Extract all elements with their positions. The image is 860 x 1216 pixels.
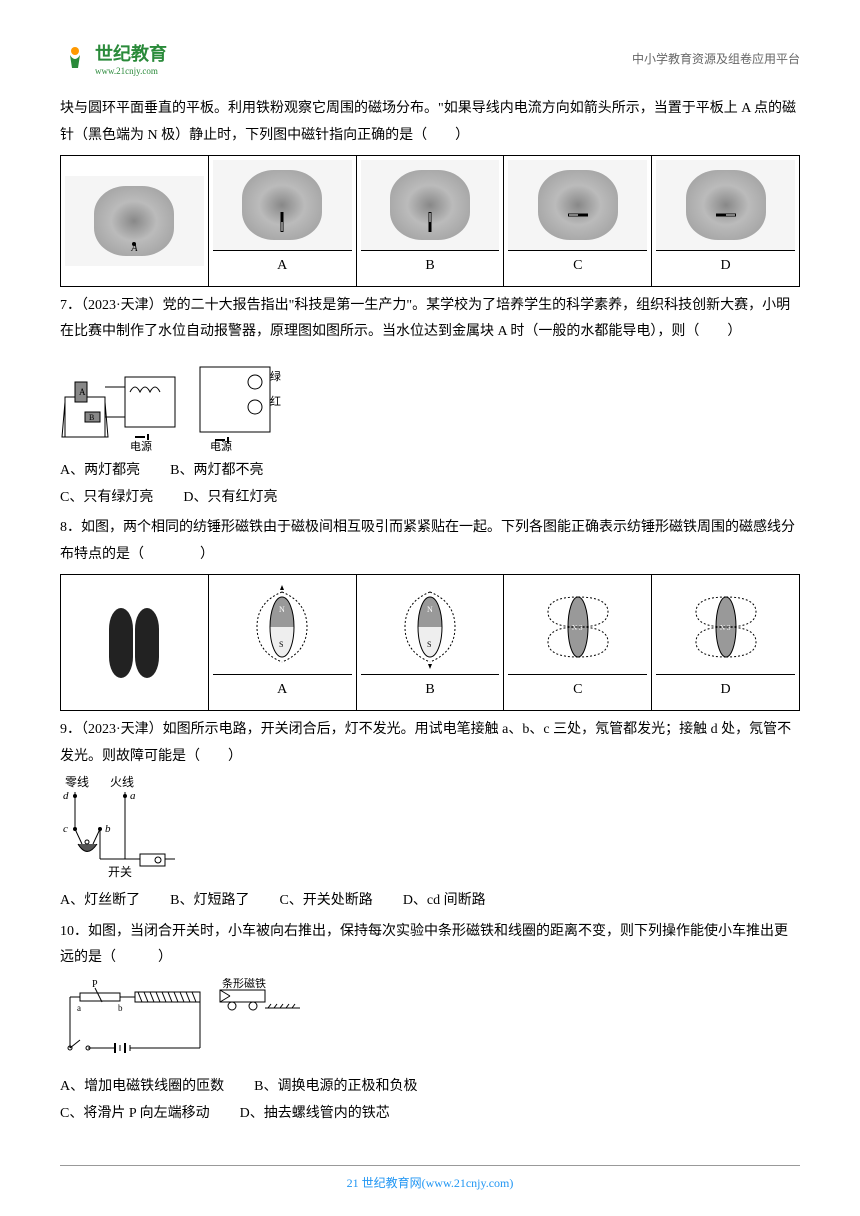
q7-source1-label: 电源 (130, 439, 152, 452)
header-right-text: 中小学教育资源及组卷应用平台 (632, 50, 800, 67)
svg-text:N S: N S (720, 624, 731, 632)
q7-option-b: B、两灯都不亮 (170, 458, 263, 485)
q7-option-a: A、两灯都亮 (60, 458, 140, 485)
q10-circuit-diagram: P a b 条形磁铁 (60, 978, 340, 1068)
svg-text:P: P (92, 979, 98, 990)
q7-source2-label: 电源 (210, 439, 232, 452)
q7-circuit-diagram: A B 电源 绿 红 电源 (60, 352, 300, 452)
option-label-a: A (213, 250, 352, 282)
svg-text:a: a (77, 1003, 81, 1013)
q10-option-a: A、增加电磁铁线圈的匝数 (60, 1074, 224, 1101)
question-intro: 块与圆环平面垂直的平板。利用铁粉观察它周围的磁场分布。"如果导线内电流方向如箭头… (60, 96, 800, 149)
q8-reference-icon (65, 595, 204, 690)
q9-circuit-diagram: 零线 火线 d a c b 开关 (60, 774, 200, 884)
q9-option-d: D、cd 间断路 (403, 888, 486, 915)
document-content: 块与圆环平面垂直的平板。利用铁粉观察它周围的磁场分布。"如果导线内电流方向如箭头… (60, 96, 800, 1127)
svg-text:S: S (427, 640, 431, 649)
q8-label-c: C (508, 674, 647, 706)
q10-options: A、增加电磁铁线圈的匝数 B、调换电源的正极和负极 C、将滑片 P 向左端移动 … (60, 1074, 800, 1127)
q7-red-label: 红 (270, 395, 281, 408)
q9-option-b: B、灯短路了 (170, 888, 249, 915)
q7-option-d: D、只有红灯亮 (183, 485, 277, 512)
q10-option-c: C、将滑片 P 向左端移动 (60, 1101, 210, 1128)
q9-zero-label: 零线 (65, 775, 89, 789)
page-header: 世纪教育 www.21cnjy.com 中小学教育资源及组卷应用平台 (60, 40, 800, 76)
question-8-text: 8．如图，两个相同的纺锤形磁铁由于磁极间相互吸引而紧紧贴在一起。下列各图能正确表… (60, 515, 800, 568)
q8-option-a-icon: NS (213, 579, 352, 674)
option-label-d: D (656, 250, 795, 282)
coil-option-c-icon (538, 170, 618, 240)
q9-options: A、灯丝断了 B、灯短路了 C、开关处断路 D、cd 间断路 (60, 888, 800, 915)
figure-row-2: NS A NS B N S C N S D (60, 574, 800, 711)
svg-text:N S: N S (572, 624, 583, 632)
q10-option-d: D、抽去螺线管内的铁芯 (240, 1101, 390, 1128)
q10-option-b: B、调换电源的正极和负极 (254, 1074, 417, 1101)
q9-switch-label: 开关 (108, 865, 132, 879)
svg-text:B: B (89, 413, 94, 422)
question-10-text: 10．如图，当闭合开关时，小车被向右推出，保持每次实验中条形磁铁和线圈的距离不变… (60, 919, 800, 972)
figure-row-1: A A B C D (60, 155, 800, 287)
q8-option-b-icon: NS (361, 579, 500, 674)
q7-option-c: C、只有绿灯亮 (60, 485, 153, 512)
option-label-c: C (508, 250, 647, 282)
option-label-b: B (361, 250, 500, 282)
q8-label-d: D (656, 674, 795, 706)
q9-option-a: A、灯丝断了 (60, 888, 140, 915)
svg-text:N: N (279, 605, 285, 614)
logo-subtitle: www.21cnjy.com (95, 66, 167, 76)
q7-green-label: 绿 (270, 369, 281, 383)
q10-magnet-label: 条形磁铁 (222, 978, 266, 990)
footer-text: 21 世纪教育网(www.21cnjy.com) (347, 1176, 514, 1190)
svg-text:N: N (427, 605, 433, 614)
coil-option-b-icon (390, 170, 470, 240)
q8-label-a: A (213, 674, 352, 706)
q8-option-c-icon: N S (508, 579, 647, 674)
q9-option-c: C、开关处断路 (279, 888, 372, 915)
svg-text:c: c (63, 823, 68, 835)
q7-options: A、两灯都亮 B、两灯都不亮 C、只有绿灯亮 D、只有红灯亮 (60, 458, 800, 511)
svg-text:a: a (130, 790, 136, 802)
q9-fire-label: 火线 (110, 775, 134, 789)
question-9-text: 9．（2023·天津）如图所示电路，开关闭合后，灯不发光。用试电笔接触 a、b、… (60, 717, 800, 770)
svg-text:S: S (279, 640, 283, 649)
svg-text:b: b (105, 823, 111, 835)
svg-text:b: b (118, 1003, 123, 1013)
coil-option-a-icon (242, 170, 322, 240)
logo-text: 世纪教育 (95, 40, 167, 66)
svg-text:d: d (63, 790, 69, 802)
q8-label-b: B (361, 674, 500, 706)
page-footer: 21 世纪教育网(www.21cnjy.com) (60, 1165, 800, 1191)
question-7-text: 7．（2023·天津）党的二十大报告指出"科技是第一生产力"。某学校为了培养学生… (60, 293, 800, 346)
q8-option-d-icon: N S (656, 579, 795, 674)
coil-option-d-icon (686, 170, 766, 240)
logo: 世纪教育 www.21cnjy.com (60, 40, 167, 76)
svg-text:A: A (79, 387, 86, 397)
coil-reference-icon: A (94, 186, 174, 256)
logo-icon (60, 43, 90, 73)
